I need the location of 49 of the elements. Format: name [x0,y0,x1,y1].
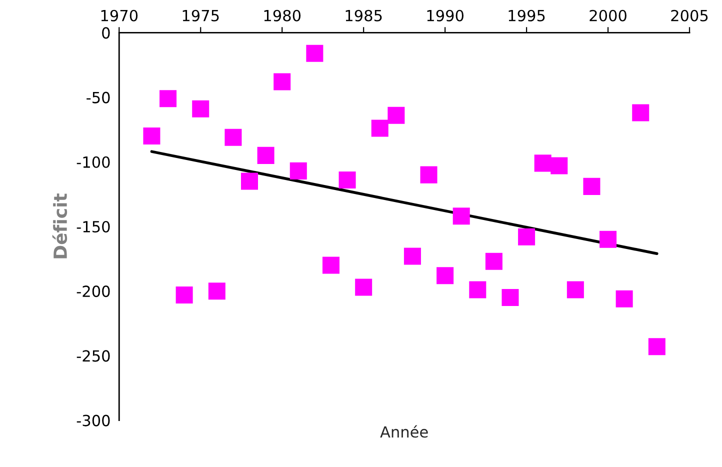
x-tick-label: 1970 [101,10,138,22]
point [322,256,340,274]
point [388,106,405,124]
y-tick-label: -50 [86,92,110,104]
point [257,146,274,164]
point [648,338,666,356]
point [208,282,226,300]
point [290,162,307,180]
x-tick-label: 1995 [508,10,545,22]
point [469,281,486,298]
point [338,171,356,188]
point [550,157,568,174]
point [600,230,617,248]
y-axis-title: Déficit [52,194,68,258]
x-tick-label: 2005 [671,10,708,22]
point [404,248,421,265]
point [371,120,388,137]
point [241,172,258,190]
point [176,286,193,304]
point [534,154,552,172]
point [436,267,454,284]
point [452,208,470,225]
y-tick-label: 0 [102,27,110,39]
point [192,100,210,118]
point [143,128,160,145]
point [485,252,502,270]
y-tick-label: -150 [76,220,110,233]
x-tick-label: 1975 [182,10,219,22]
y-tick-label: -300 [76,414,110,426]
point [566,281,584,298]
point [616,290,633,308]
point [306,44,324,62]
x-tick-label: 1985 [346,10,382,22]
point [583,178,600,195]
y-tick-label: -200 [76,286,110,298]
point [502,289,519,306]
point [632,104,650,122]
y-tick-label: -100 [76,156,110,168]
point [518,228,536,246]
point [355,278,372,296]
x-tick-label: 2000 [590,10,626,22]
x-tick-label: 1990 [427,10,464,22]
point [274,73,291,90]
point [160,90,177,108]
y-tick-label: -250 [76,350,110,362]
point [224,128,242,146]
point [420,166,438,184]
x-tick-label: 1980 [264,10,301,22]
x-axis-title: Année [380,425,428,438]
